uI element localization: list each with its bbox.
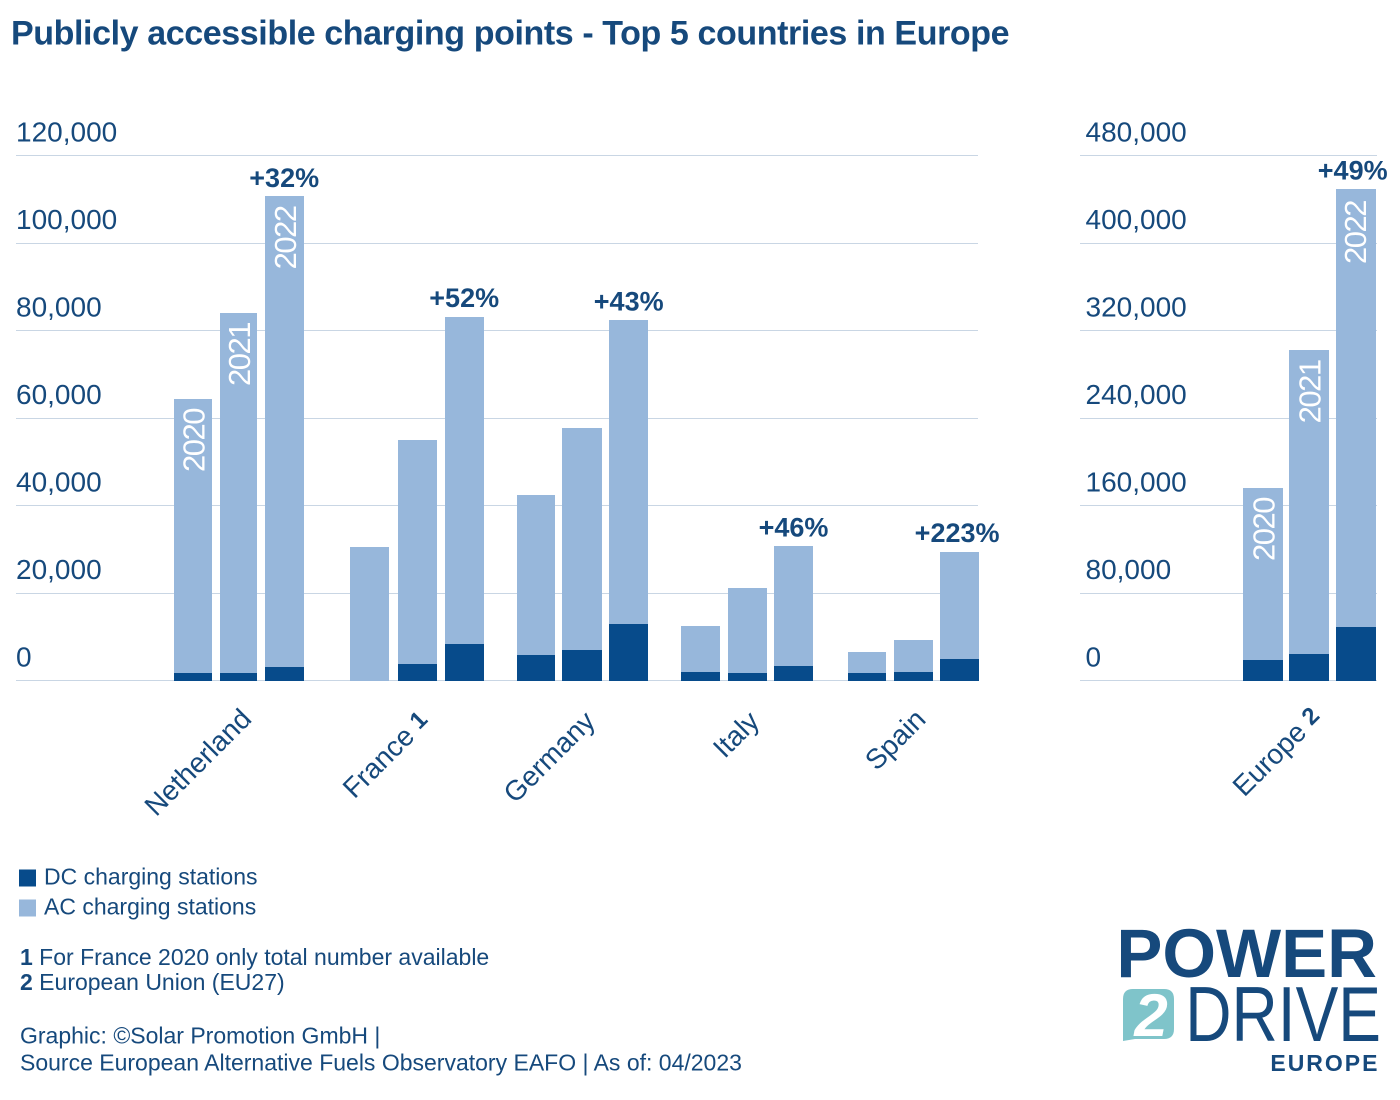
svg-text:40,000: 40,000 — [16, 467, 102, 498]
svg-text:2021: 2021 — [222, 323, 257, 386]
svg-text:240,000: 240,000 — [1086, 379, 1187, 410]
svg-text:+43%: +43% — [594, 287, 664, 317]
svg-text:Italy: Italy — [707, 705, 765, 763]
svg-text:Europe 2: Europe 2 — [1227, 701, 1328, 802]
svg-text:Spain: Spain — [859, 703, 932, 776]
svg-text:120,000: 120,000 — [16, 117, 117, 148]
svg-text:+49%: +49% — [1318, 156, 1388, 186]
svg-text:80,000: 80,000 — [16, 292, 102, 323]
svg-text:0: 0 — [1086, 642, 1102, 673]
svg-text:1 For France 2020 only total n: 1 For France 2020 only total number avai… — [20, 944, 489, 970]
svg-text:2020: 2020 — [176, 408, 211, 472]
svg-text:+46%: +46% — [759, 513, 829, 543]
svg-text:Source European Alternative Fu: Source European Alternative Fuels Observ… — [20, 1050, 742, 1076]
svg-text:Netherland: Netherland — [138, 703, 257, 822]
svg-text:20,000: 20,000 — [16, 554, 102, 585]
svg-text:+32%: +32% — [249, 163, 319, 193]
svg-text:2022: 2022 — [268, 206, 303, 269]
svg-text:2021: 2021 — [1292, 360, 1327, 423]
svg-text:320,000: 320,000 — [1086, 292, 1187, 323]
svg-text:160,000: 160,000 — [1086, 467, 1187, 498]
svg-text:France 1: France 1 — [337, 705, 435, 803]
svg-text:AC charging stations: AC charging stations — [44, 894, 256, 920]
svg-text:Germany: Germany — [497, 705, 600, 808]
svg-text:2020: 2020 — [1246, 497, 1281, 561]
svg-text:2 European Union (EU27): 2 European Union (EU27) — [20, 969, 285, 995]
svg-text:400,000: 400,000 — [1086, 204, 1187, 235]
svg-text:480,000: 480,000 — [1086, 117, 1187, 148]
svg-text:Graphic: ©Solar Promotion GmbH: Graphic: ©Solar Promotion GmbH | — [20, 1023, 380, 1049]
svg-text:2: 2 — [1133, 982, 1167, 1049]
svg-text:60,000: 60,000 — [16, 379, 102, 410]
svg-text:0: 0 — [16, 642, 32, 673]
svg-text:EUROPE: EUROPE — [1270, 1050, 1379, 1076]
svg-text:2022: 2022 — [1338, 201, 1373, 264]
svg-text:DC charging stations: DC charging stations — [44, 864, 258, 890]
svg-text:100,000: 100,000 — [16, 204, 117, 235]
svg-text:+223%: +223% — [915, 518, 1000, 548]
svg-text:80,000: 80,000 — [1086, 554, 1172, 585]
svg-text:DRIVE: DRIVE — [1185, 971, 1381, 1058]
svg-text:POWER: POWER — [1116, 915, 1377, 992]
svg-text:+52%: +52% — [429, 283, 499, 313]
svg-text:Publicly accessible charging p: Publicly accessible charging points - To… — [11, 15, 1009, 53]
